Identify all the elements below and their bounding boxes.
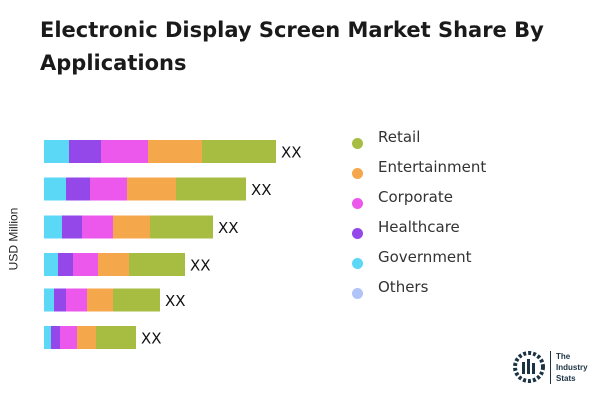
bar-group [44,140,276,163]
bar-segment-corporate [66,288,87,312]
bar-segment-government [44,215,62,239]
bar-segment-retail [129,253,185,276]
bar-segment-government [44,140,69,163]
bar-segment-entertainment [148,140,202,163]
bar-segment-entertainment [127,177,176,201]
data-label: XX [218,219,239,237]
bar-segment-healthcare [69,140,101,163]
bar-segment-retail [202,140,276,163]
bar-segment-healthcare [58,253,73,276]
legend-swatch-icon [352,137,363,149]
data-label: XX [281,144,302,162]
bar-segment-government [44,288,54,312]
data-label: XX [165,292,186,310]
bar-segment-healthcare [62,215,82,239]
bar-segment-entertainment [113,215,150,239]
bar-group [44,177,246,201]
bar-segment-entertainment [77,326,96,349]
legend-label: Corporate [378,188,453,206]
bar-segment-corporate [90,177,127,201]
bar-segment-corporate [60,326,77,349]
legend-item: Corporate [352,188,486,218]
legend-label: Government [378,248,472,266]
legend-item: Entertainment [352,158,486,188]
legend-swatch-icon [352,167,363,179]
bar-segment-healthcare [54,288,66,312]
legend-swatch-icon [352,287,363,299]
chart-title: Electronic Display Screen Market Share B… [40,18,544,75]
data-label: XX [251,181,272,199]
bar-group [44,215,213,239]
bar-segment-retail [150,215,213,239]
data-label: XX [141,330,162,348]
bar-segment-government [44,177,66,201]
bar-segment-corporate [73,253,98,276]
logo-text-line: Stats [556,373,576,383]
legend-label: Others [378,278,429,296]
bar-segment-corporate [82,215,113,239]
bar-group [44,326,136,349]
bar-segment-government [44,326,51,349]
bar-segment-retail [96,326,136,349]
legend-label: Retail [378,128,421,146]
bar-segment-retail [176,177,246,201]
legend-item: Government [352,248,486,278]
legend-swatch-icon [352,227,363,239]
legend-item: Retail [352,128,486,158]
legend-item: Healthcare [352,218,486,248]
legend-swatch-icon [352,197,363,209]
bar-segment-government [44,253,58,276]
legend-swatch-icon [352,257,363,269]
bar-group [44,288,160,312]
bar-segment-healthcare [66,177,90,201]
bar-segment-healthcare [51,326,60,349]
bar-segment-entertainment [98,253,129,276]
bar-group [44,253,185,276]
bar-segment-retail [113,288,160,312]
logo: The Industry Stats [512,350,588,384]
legend-label: Healthcare [378,218,460,236]
bar-segment-corporate [101,140,148,163]
logo-text-line: Industry [556,362,588,372]
legend: Retail Entertainment Corporate Healthcare Go… [352,128,486,308]
bar-segment-entertainment [87,288,113,312]
data-label: XX [190,257,211,275]
logo-text-line: The [556,351,571,361]
gear-logo-icon [513,351,545,383]
legend-item: Others [352,278,486,308]
legend-label: Entertainment [378,158,487,176]
